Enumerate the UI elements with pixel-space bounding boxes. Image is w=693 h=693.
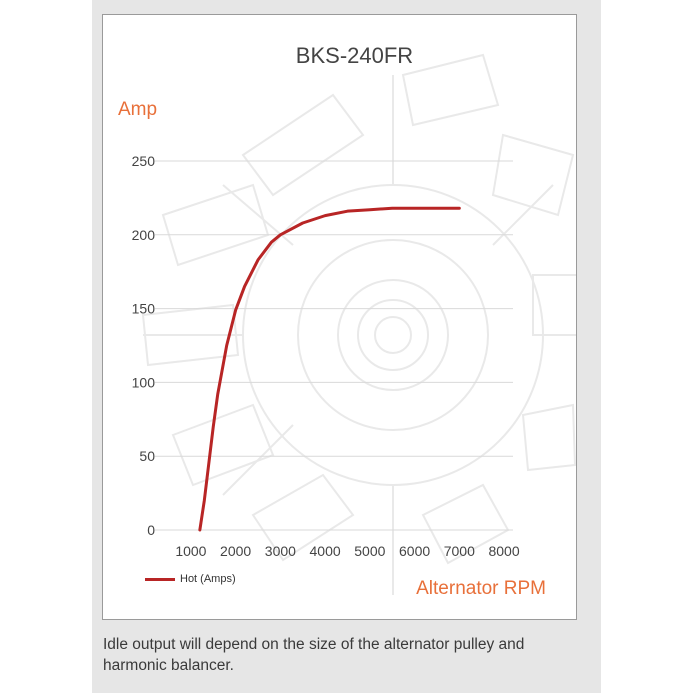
chart-title: BKS-240FR [295,43,414,68]
x-tick-label: 8000 [488,543,519,559]
x-tick-label: 7000 [444,543,475,559]
y-tick-label: 150 [132,301,156,317]
y-tick-label: 50 [139,448,155,464]
x-tick-label: 3000 [265,543,296,559]
y-tick-label: 0 [147,522,155,538]
caption-text: Idle output will depend on the size of t… [103,636,525,674]
y-tick-label: 250 [132,153,156,169]
x-tick-label: 6000 [399,543,430,559]
x-tick-label: 1000 [175,543,206,559]
chart-frame: BKS-240FR Amp Alternator RPM 0 50 100 150 20… [102,14,577,620]
x-tick-label: 2000 [220,543,251,559]
x-tick-label: 5000 [354,543,385,559]
y-tick-label: 200 [132,227,156,243]
legend-swatch [145,577,175,581]
plot-area: 0 50 100 150 200 250 1000 2000 3000 4000 5000 6000 7… [132,153,520,559]
legend: Hot (Amps) [145,573,236,585]
y-axis-label: Amp [118,99,158,120]
x-tick-label: 4000 [310,543,341,559]
series-line [198,206,461,532]
y-tick-label: 100 [132,374,156,390]
x-axis-label: Alternator RPM [416,578,546,599]
legend-label: Hot (Amps) [180,573,236,585]
